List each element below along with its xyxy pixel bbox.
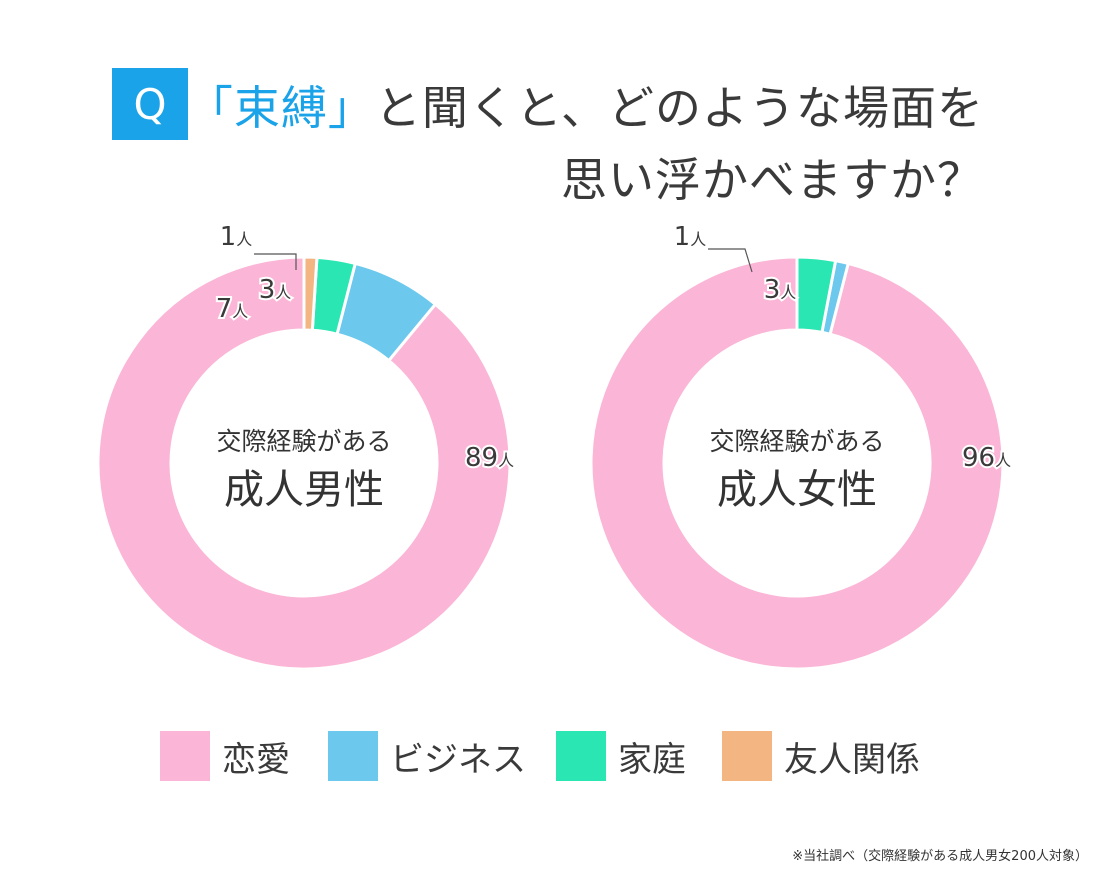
value-label-family-male: 3人 [259, 275, 292, 305]
legend-label-romance: 恋愛 [222, 739, 290, 780]
legend-label-family: 家庭 [618, 739, 686, 780]
legend-swatch-business [328, 731, 378, 781]
slice-family-female [795, 255, 838, 335]
center-label-top-female: 交際経験がある [709, 427, 884, 456]
title-line-2: 思い浮かべますか？ [561, 153, 984, 207]
title-line-1: 「束縛」と聞くと、どのような場面を [187, 72, 984, 138]
value-label-romance-male: 89人 [465, 443, 514, 473]
value-label-family-female: 3人 [764, 275, 797, 305]
center-label-main-female: 成人女性 [717, 467, 877, 513]
slice-family-male [310, 255, 358, 337]
q-badge-text: Q [133, 79, 167, 129]
legend-item-friends: 友人関係 [722, 730, 920, 782]
center-label-main-male: 成人男性 [224, 467, 384, 513]
value-label-friends-male: 1人 [220, 222, 253, 252]
footnote: ※当社調べ（交際経験がある成人男女200人対象） [792, 849, 1088, 864]
leader-line-friends-male [254, 253, 297, 270]
slice-business-male [335, 261, 438, 363]
legend-item-business: ビジネス [328, 730, 526, 782]
value-label-business-male: 7人 [216, 294, 249, 324]
title-quote: 「束縛」 [186, 81, 375, 135]
value-label-business-female: 1人 [674, 222, 707, 252]
legend-item-family: 家庭 [556, 730, 686, 782]
legend-swatch-romance [160, 731, 210, 781]
legend-item-romance: 恋愛 [160, 730, 290, 782]
slice-romance-female [589, 255, 1005, 671]
legend-swatch-friends [722, 731, 772, 781]
legend-swatch-family [556, 731, 606, 781]
q-badge: Q [112, 68, 188, 140]
leader-line-business-female [708, 248, 753, 273]
center-label-top-male: 交際経験がある [216, 427, 391, 456]
legend-label-friends: 友人関係 [784, 739, 920, 780]
slice-romance-male [96, 255, 512, 671]
value-label-romance-female: 96人 [962, 443, 1011, 473]
title-line1-rest: と聞くと、どのような場面を [374, 81, 984, 135]
legend-label-business: ビジネス [390, 739, 526, 780]
slice-friends-male [302, 255, 319, 332]
